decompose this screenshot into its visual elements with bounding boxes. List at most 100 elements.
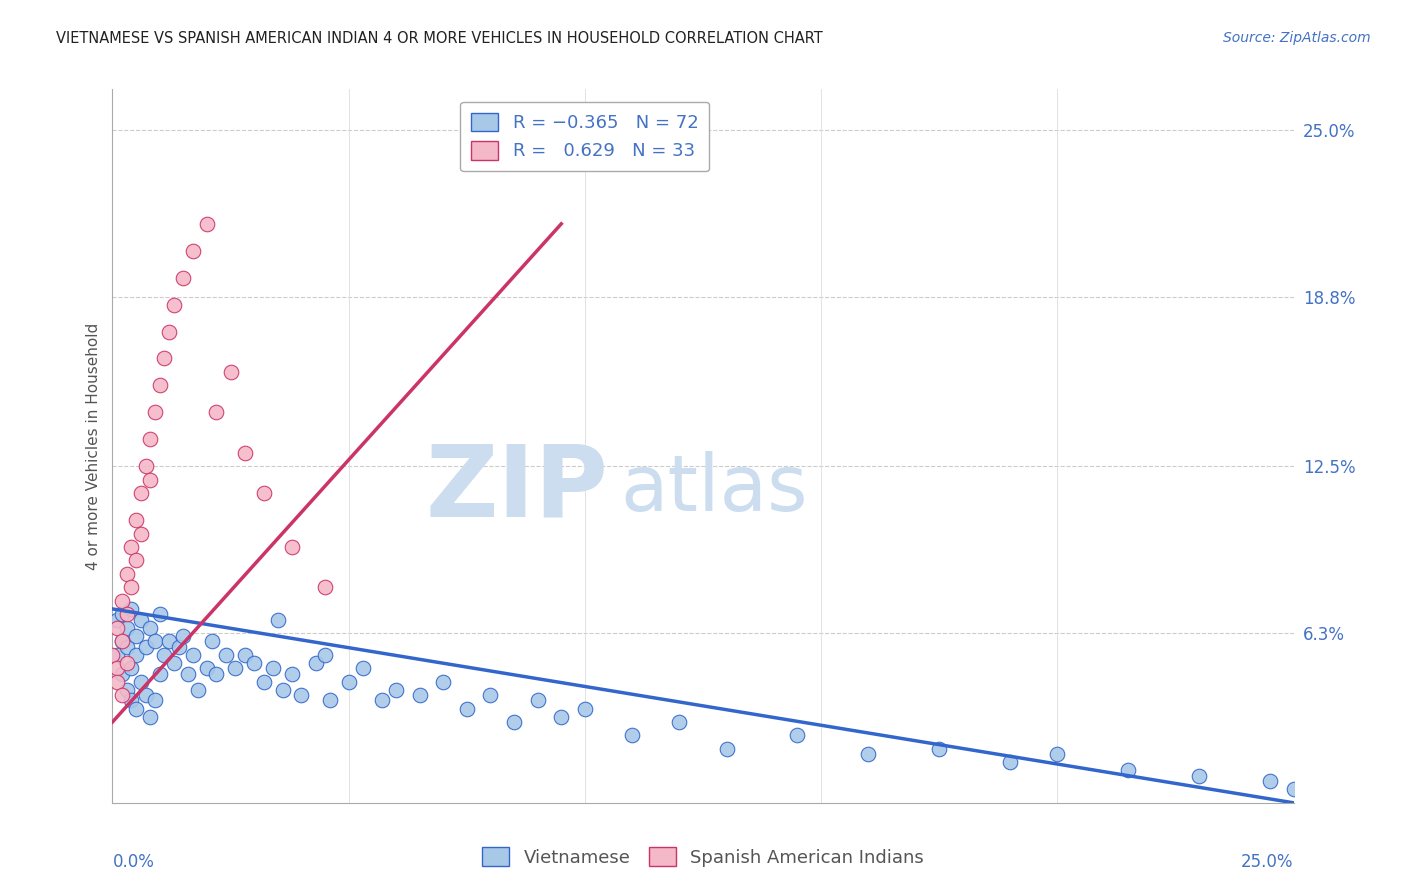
Point: [181, 648, 204, 662]
Point: [456, 701, 478, 715]
Point: [668, 714, 690, 729]
Point: [550, 709, 572, 723]
Point: [125, 513, 148, 527]
Y-axis label: 4 or more Vehicles in Household: 4 or more Vehicles in Household: [86, 322, 101, 570]
Point: [139, 432, 162, 446]
Point: [149, 607, 172, 622]
Point: [195, 217, 218, 231]
Point: [157, 634, 180, 648]
Point: [111, 607, 134, 622]
Point: [1282, 782, 1305, 797]
Point: [371, 693, 394, 707]
Point: [262, 661, 284, 675]
Point: [105, 674, 128, 689]
Point: [120, 661, 142, 675]
Point: [101, 648, 124, 662]
Point: [1188, 769, 1211, 783]
Text: 25.0%: 25.0%: [1241, 853, 1294, 871]
Point: [129, 674, 152, 689]
Point: [129, 526, 152, 541]
Point: [181, 244, 204, 258]
Point: [129, 486, 152, 500]
Point: [111, 688, 134, 702]
Point: [352, 661, 374, 675]
Point: [205, 666, 228, 681]
Point: [716, 742, 738, 756]
Point: [319, 693, 342, 707]
Point: [115, 607, 138, 622]
Point: [267, 613, 290, 627]
Point: [129, 613, 152, 627]
Point: [135, 688, 157, 702]
Point: [281, 666, 304, 681]
Legend: Vietnamese, Spanish American Indians: Vietnamese, Spanish American Indians: [475, 840, 931, 874]
Point: [172, 270, 194, 285]
Point: [290, 688, 312, 702]
Point: [111, 634, 134, 648]
Point: [153, 351, 176, 366]
Point: [998, 756, 1021, 770]
Point: [115, 682, 138, 697]
Point: [172, 629, 194, 643]
Point: [105, 648, 128, 662]
Point: [233, 446, 256, 460]
Point: [143, 634, 166, 648]
Point: [153, 648, 176, 662]
Point: [503, 714, 526, 729]
Point: [243, 656, 266, 670]
Point: [163, 298, 186, 312]
Point: [157, 325, 180, 339]
Point: [105, 661, 128, 675]
Point: [125, 553, 148, 567]
Point: [143, 405, 166, 419]
Point: [304, 656, 326, 670]
Point: [479, 688, 502, 702]
Point: [219, 365, 242, 379]
Point: [125, 701, 148, 715]
Point: [120, 693, 142, 707]
Point: [135, 640, 157, 654]
Point: [1046, 747, 1069, 762]
Point: [120, 540, 142, 554]
Point: [253, 486, 276, 500]
Point: [149, 666, 172, 681]
Point: [432, 674, 454, 689]
Legend: R = −0.365   N = 72, R =   0.629   N = 33: R = −0.365 N = 72, R = 0.629 N = 33: [460, 102, 710, 171]
Point: [786, 729, 808, 743]
Point: [253, 674, 276, 689]
Point: [621, 729, 644, 743]
Point: [858, 747, 880, 762]
Point: [186, 682, 208, 697]
Point: [224, 661, 246, 675]
Point: [139, 621, 162, 635]
Text: VIETNAMESE VS SPANISH AMERICAN INDIAN 4 OR MORE VEHICLES IN HOUSEHOLD CORRELATIO: VIETNAMESE VS SPANISH AMERICAN INDIAN 4 …: [56, 31, 823, 46]
Point: [385, 682, 408, 697]
Point: [1116, 764, 1139, 778]
Point: [115, 640, 138, 654]
Point: [271, 682, 294, 697]
Point: [120, 602, 142, 616]
Point: [314, 648, 336, 662]
Point: [1258, 774, 1281, 789]
Point: [135, 459, 157, 474]
Point: [337, 674, 360, 689]
Point: [111, 634, 134, 648]
Point: [149, 378, 172, 392]
Point: [111, 666, 134, 681]
Text: Source: ZipAtlas.com: Source: ZipAtlas.com: [1223, 31, 1371, 45]
Point: [115, 621, 138, 635]
Point: [139, 473, 162, 487]
Point: [115, 656, 138, 670]
Point: [139, 709, 162, 723]
Point: [105, 621, 128, 635]
Point: [167, 640, 190, 654]
Point: [928, 742, 950, 756]
Point: [215, 648, 238, 662]
Point: [205, 405, 228, 419]
Text: ZIP: ZIP: [426, 441, 609, 537]
Text: atlas: atlas: [620, 450, 808, 527]
Point: [177, 666, 200, 681]
Point: [115, 566, 138, 581]
Point: [125, 648, 148, 662]
Point: [408, 688, 430, 702]
